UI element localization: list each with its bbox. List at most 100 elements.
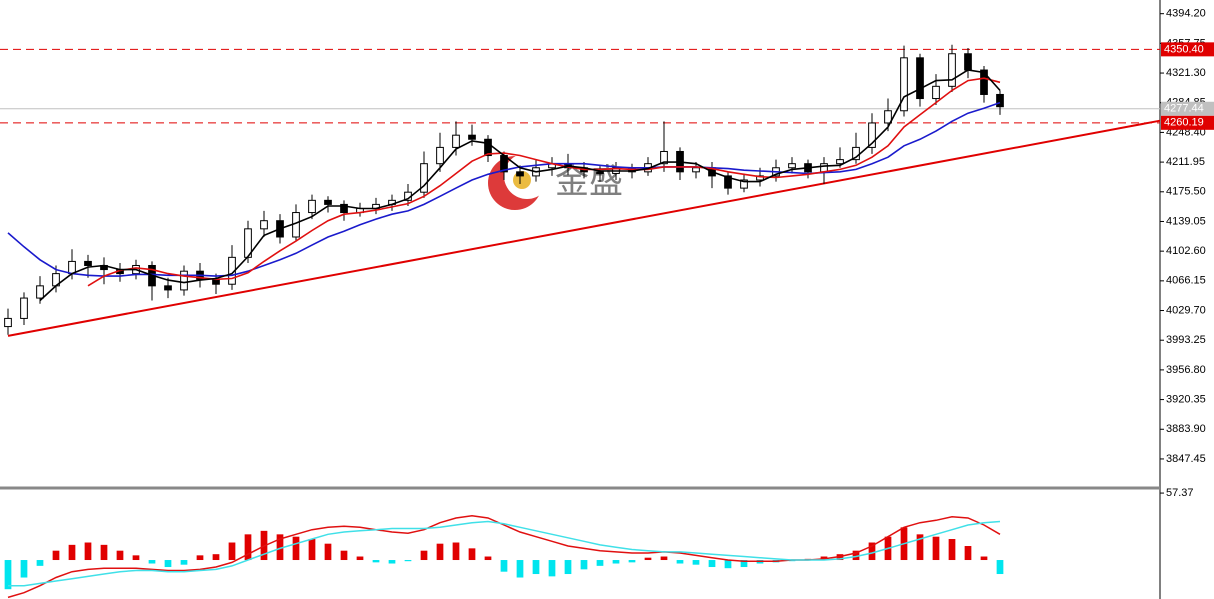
macd-bar [852,550,860,561]
macd-bar [404,560,412,562]
moving-average [87,77,1001,287]
price-level-label: 4260.19 [1164,117,1204,129]
macd-bar [436,543,444,561]
macd-bar [388,560,396,564]
candle-body [260,220,268,230]
candle-body [36,285,44,299]
candle-body [788,163,796,169]
y-tick-label: 4102.60 [1166,245,1206,257]
macd-bar [164,560,172,568]
macd-line [7,514,1001,599]
y-tick-label: 3847.45 [1166,453,1206,465]
candle-body [980,69,988,95]
macd-bar [932,536,940,561]
candle-body [692,167,700,173]
macd-bar [708,560,716,568]
macd-bar [196,555,204,561]
candle-body [948,53,956,87]
macd-bar [340,550,348,561]
macd-bar [420,550,428,561]
moving-average [7,101,1001,277]
macd-bar [116,550,124,561]
candle-body [84,260,92,266]
macd-bar [660,556,668,561]
candle-body [836,159,844,165]
macd-bar [276,534,284,561]
y-tick-label: 4029.70 [1166,304,1206,316]
macd-bar [964,546,972,561]
macd-bar [612,560,620,564]
y-tick-label: 3920.35 [1166,393,1206,405]
candle-body [740,179,748,189]
candle-body [820,163,828,173]
macd-bar [324,543,332,561]
y-tick-label: 4175.50 [1166,186,1206,198]
y-tick-label: 3993.25 [1166,334,1206,346]
macd-bar [644,557,652,561]
candle-body [900,57,908,112]
candle-body [468,134,476,140]
macd-bar [868,542,876,561]
candle-body [308,199,316,214]
macd-bar [628,560,636,563]
macd-bar [564,560,572,575]
macd-bar [148,560,156,564]
candle-body [596,171,604,174]
price-level-box [1161,101,1214,116]
candle-body [484,138,492,157]
price-level-label: 4277.44 [1164,103,1204,115]
macd-bar [500,560,508,572]
macd-bar [132,555,140,561]
macd-bar [996,560,1004,575]
macd-bar [84,542,92,561]
price-level-box [1161,42,1214,57]
macd-bar [244,534,252,561]
macd-bar [548,560,556,577]
trend-line [7,119,1161,337]
candle-body [420,163,428,193]
price-level-label: 4350.40 [1164,43,1204,55]
macd-bar [52,550,60,561]
macd-bar [692,560,700,565]
macd-bar [532,560,540,575]
macd-bar [596,560,604,566]
macd-bar [980,556,988,561]
y-tick-label: 3956.80 [1166,364,1206,376]
macd-bar [20,560,28,578]
macd-bar [740,560,748,568]
macd-bar [948,539,956,561]
y-tick-label: 4321.30 [1166,67,1206,79]
candle-body [884,110,892,124]
candle-body [4,317,12,328]
macd-bar [676,560,684,564]
macd-bar [372,560,380,563]
macd-bar [580,560,588,570]
macd-bar [484,556,492,561]
macd-bar [724,560,732,569]
candle-body [180,270,188,291]
candle-body [340,203,348,214]
macd-bar [516,560,524,578]
candle-body [164,285,172,291]
y-tick-label: 57.37 [1166,487,1194,499]
moving-average [39,69,1001,302]
y-tick-label: 4394.20 [1166,8,1206,20]
macd-bar [100,544,108,561]
candle-body [20,297,28,319]
macd-bar [212,554,220,561]
y-tick-label: 4139.05 [1166,215,1206,227]
macd-bar [68,544,76,561]
candle-body [452,134,460,148]
y-tick-label: 3883.90 [1166,423,1206,435]
macd-bar [308,539,316,561]
macd-bar [356,556,364,561]
macd-bar [452,542,460,561]
candle-body [436,146,444,165]
macd-bar [468,548,476,561]
candle-body [996,93,1004,108]
price-level-box [1161,115,1214,130]
candle-body [660,150,668,165]
macd-bar [4,560,12,590]
